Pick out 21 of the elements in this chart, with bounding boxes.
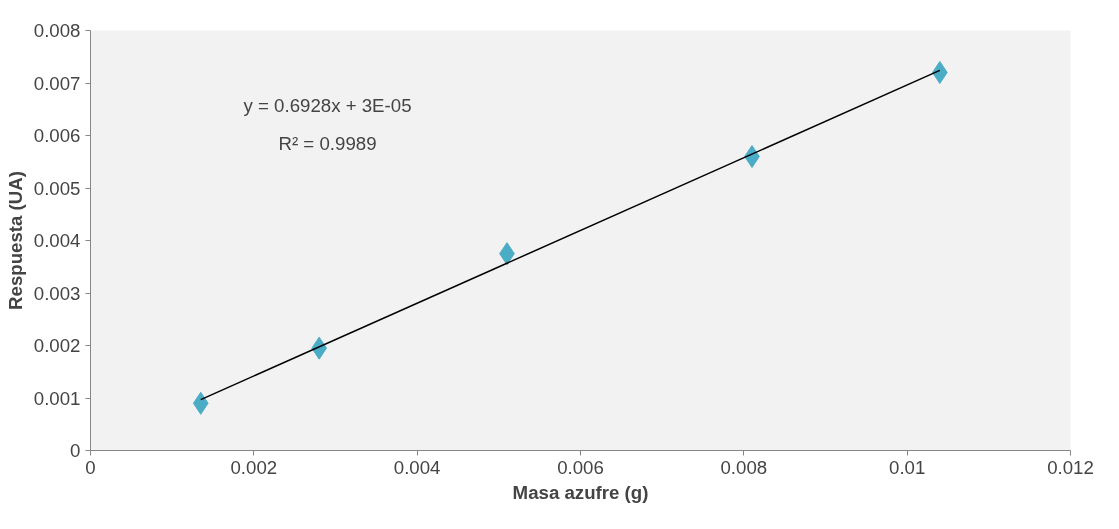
x-tick-label: 0	[85, 456, 96, 478]
x-tick-label: 0.012	[1047, 456, 1094, 478]
annotation: R² = 0.9989	[278, 132, 377, 154]
y-tick-label: 0.004	[33, 230, 81, 251]
x-tick-label: 0.004	[393, 456, 441, 478]
x-tick-label: 0.008	[720, 456, 768, 478]
x-tick-label: 0.002	[230, 456, 278, 478]
x-axis-title: Masa azufre (g)	[512, 481, 649, 503]
y-tick-label: 0.001	[33, 387, 81, 409]
x-tick-label: 0.006	[557, 456, 604, 478]
y-tick-label: 0	[70, 440, 81, 461]
point	[192, 391, 209, 415]
y-tick-label: 0.007	[33, 72, 81, 94]
y-axis-title: Respuesta (UA)	[4, 171, 26, 310]
y-tick-label: 0.002	[33, 335, 81, 356]
y-tick-label: 0.005	[33, 177, 81, 199]
y-tick-label: 0.003	[33, 282, 81, 304]
annotation: y = 0.6928x + 3E-05	[243, 94, 412, 116]
y-tick-label: 0.008	[33, 20, 81, 41]
x-tick-label: 0.01	[889, 456, 926, 478]
y-tick-label: 0.006	[33, 125, 81, 146]
